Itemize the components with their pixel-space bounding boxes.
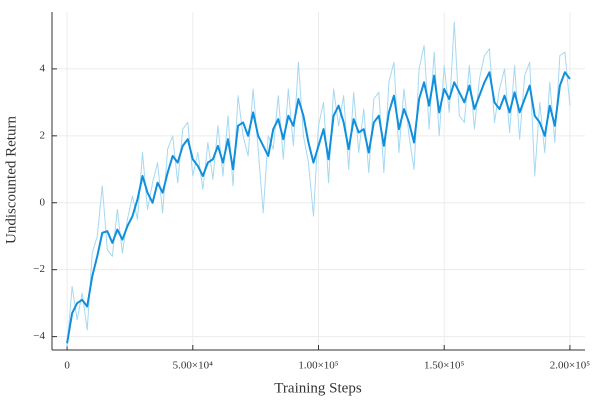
y-tick-label: −2: [33, 263, 45, 275]
y-tick-label: 4: [40, 62, 46, 74]
x-tick-label: 5.00×10⁴: [173, 360, 213, 372]
line-series: [66, 71, 571, 344]
x-tick-label: 2.00×10⁵: [550, 360, 590, 372]
y-axis-label: Undiscounted Return: [3, 116, 19, 244]
x-axis-label: Training Steps: [274, 380, 362, 396]
x-tick-label: 1.50×10⁵: [424, 360, 464, 372]
line-series: [66, 21, 571, 347]
y-tick-label: 0: [40, 196, 46, 208]
x-tick-label: 0: [64, 360, 70, 372]
y-tick-label: −4: [33, 330, 45, 342]
y-tick-label: 2: [40, 129, 46, 141]
x-tick-label: 1.00×10⁵: [298, 360, 338, 372]
